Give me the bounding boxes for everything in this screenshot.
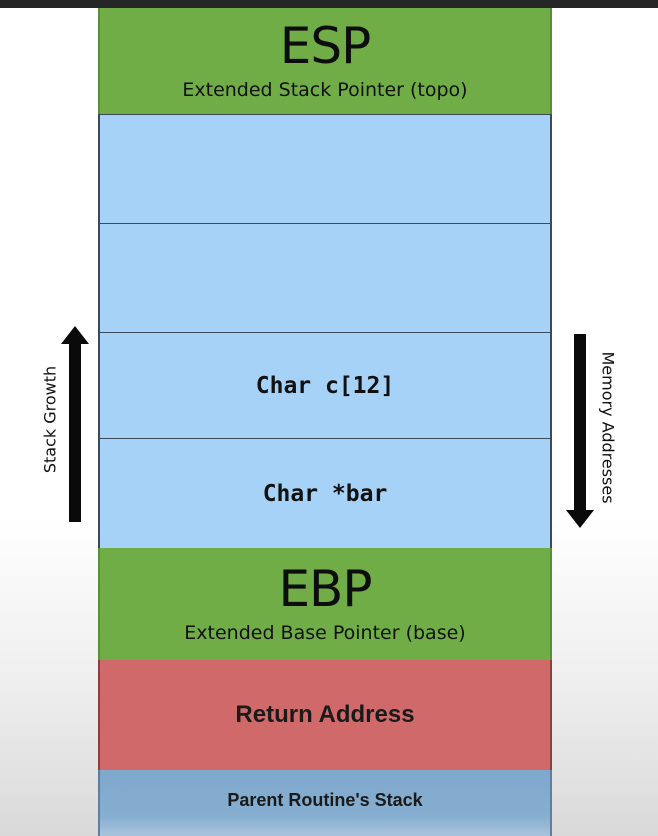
stack-frame-diagram: ESP Extended Stack Pointer (topo) Char c… xyxy=(98,8,552,836)
memory-addresses-arrow-icon xyxy=(566,334,594,528)
ebp-subtitle: Extended Base Pointer (base) xyxy=(184,622,466,644)
stack-growth-label: Stack Growth xyxy=(40,365,60,474)
stack-growth-arrow-icon xyxy=(61,326,89,522)
stack-slot-empty-1 xyxy=(98,114,552,223)
parent-stack-block: Parent Routine's Stack xyxy=(98,770,552,836)
esp-block: ESP Extended Stack Pointer (topo) xyxy=(98,8,552,114)
esp-title: ESP xyxy=(279,17,371,75)
stack-slot-char-pointer: Char *bar xyxy=(98,438,552,548)
parent-stack-label: Parent Routine's Stack xyxy=(227,790,423,810)
ebp-title: EBP xyxy=(278,560,372,618)
top-bar xyxy=(0,0,658,8)
memory-addresses-label: Memory Addresses xyxy=(598,351,618,504)
ebp-block: EBP Extended Base Pointer (base) xyxy=(98,548,552,660)
return-address-block: Return Address xyxy=(98,660,552,770)
stack-slot-char-array: Char c[12] xyxy=(98,332,552,438)
char-array-label: Char c[12] xyxy=(255,372,395,399)
stack-slot-empty-2 xyxy=(98,223,552,332)
return-address-label: Return Address xyxy=(235,701,415,728)
char-pointer-label: Char *bar xyxy=(262,480,388,507)
esp-subtitle: Extended Stack Pointer (topo) xyxy=(182,79,468,101)
